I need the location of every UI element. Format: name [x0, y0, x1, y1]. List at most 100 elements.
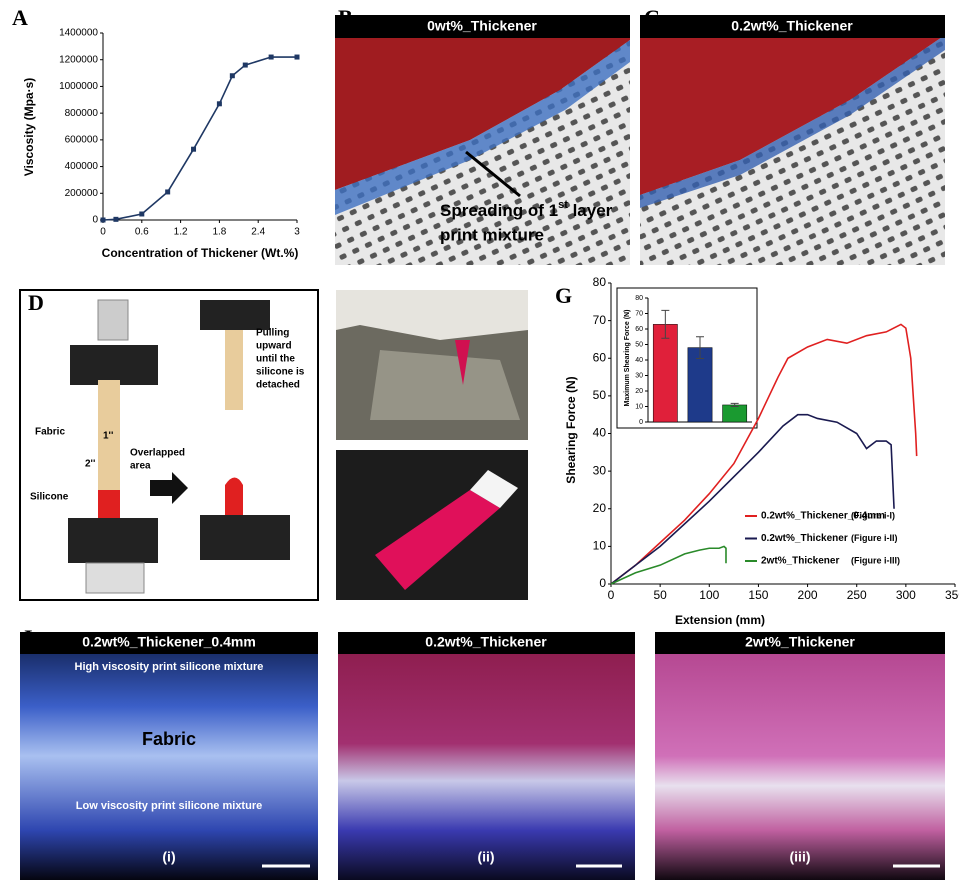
- legend-note: (Figure i-I): [851, 510, 895, 520]
- y-tick-label: 600000: [65, 134, 99, 145]
- x-tick-label: 300: [896, 588, 916, 602]
- x-tick-label: 200: [798, 588, 818, 602]
- sub-label: (ii): [477, 849, 494, 865]
- annotation: print mixture: [440, 225, 544, 244]
- annotation: Spreading of 1st layer: [440, 199, 613, 221]
- x-tick-label: 2.4: [251, 227, 265, 238]
- y-tick-label: 70: [593, 313, 607, 327]
- data-point: [101, 218, 106, 223]
- annotation: area: [130, 461, 151, 472]
- photo-iii: 2wt%_Thickener (iii): [655, 632, 945, 880]
- annotation: Fabric: [35, 427, 65, 438]
- y-tick-label: 10: [593, 539, 607, 553]
- panel-header: 0.2wt%_Thickener_0.4mm: [82, 634, 256, 650]
- data-line: [103, 57, 297, 220]
- x-tick-label: 50: [653, 588, 667, 602]
- sub-label: (iii): [790, 849, 811, 865]
- y-tick-label: 400000: [65, 161, 99, 172]
- data-point: [243, 63, 248, 68]
- annotation: detached: [256, 380, 300, 391]
- y-tick-label: 30: [593, 463, 607, 477]
- x-tick-label: 350: [945, 588, 959, 602]
- y-tick-label: 1000000: [59, 81, 98, 92]
- panel-header: 0.2wt%_Thickener: [425, 634, 547, 650]
- data-point: [113, 217, 118, 222]
- annotation: Overlapped: [130, 448, 185, 459]
- photo-e: [336, 290, 528, 440]
- y-tick-label: 80: [593, 275, 607, 289]
- photo-f: [336, 450, 528, 600]
- y-tick-label: 80: [635, 295, 643, 302]
- annotation: until the: [256, 354, 295, 365]
- bar: [653, 324, 677, 422]
- annotation: Low viscosity print silicone mixture: [76, 800, 262, 812]
- data-point: [217, 101, 222, 106]
- x-tick-label: 100: [699, 588, 719, 602]
- y-tick-label: 50: [593, 388, 607, 402]
- y-tick-label: 50: [635, 341, 643, 348]
- panel-label: D: [28, 290, 44, 315]
- x-axis-title: Concentration of Thickener (Wt.%): [102, 246, 299, 260]
- schematic-d: Pulling upward until the silicone is det…: [20, 290, 318, 600]
- y-tick-label: 0: [92, 215, 98, 226]
- y-tick-label: 20: [635, 388, 643, 395]
- data-point: [165, 189, 170, 194]
- data-point: [191, 147, 196, 152]
- x-tick-label: 250: [847, 588, 867, 602]
- y-tick-label: 40: [593, 426, 607, 440]
- annotation: 1'': [103, 431, 113, 442]
- y-tick-label: 60: [635, 326, 643, 333]
- legend-note: (Figure i-III): [851, 555, 900, 565]
- y-tick-label: 20: [593, 501, 607, 515]
- y-axis-title: Viscosity (Mpa·s): [22, 78, 36, 176]
- legend: 0.2wt%_Thickener_0.4mm(Figure i-I)0.2wt%…: [745, 510, 900, 566]
- data-point: [230, 73, 235, 78]
- figure: A B C D E F G H I Viscosity (Mpa·s) Conc…: [0, 0, 959, 883]
- panel-label: G: [555, 283, 572, 308]
- panel-label: A: [12, 5, 28, 30]
- y-tick-label: 0: [639, 419, 643, 426]
- photo-ii: 0.2wt%_Thickener (ii): [338, 632, 635, 880]
- bar: [723, 405, 747, 422]
- panel-header: 2wt%_Thickener: [745, 634, 855, 650]
- x-tick-label: 0: [608, 588, 615, 602]
- x-tick-label: 1.8: [212, 227, 226, 238]
- photo-i: 0.2wt%_Thickener_0.4mm High viscosity pr…: [20, 632, 318, 880]
- panel-header: 0wt%_Thickener: [427, 18, 537, 34]
- x-axis-title: Extension (mm): [675, 613, 765, 627]
- annotation: silicone is: [256, 367, 305, 378]
- y-axis-title: Maximum Shearing Force (N): [624, 310, 631, 407]
- y-tick-label: 30: [635, 372, 643, 379]
- x-tick-label: 150: [748, 588, 768, 602]
- legend-label: 2wt%_Thickener: [761, 556, 839, 567]
- x-tick-label: 0.6: [135, 227, 149, 238]
- y-tick-label: 1200000: [59, 54, 98, 65]
- data-line: [611, 546, 726, 584]
- annotation: upward: [256, 341, 292, 352]
- y-tick-label: 800000: [65, 108, 99, 119]
- y-tick-label: 70: [635, 310, 643, 317]
- x-tick-label: 0: [100, 227, 106, 238]
- photo-c: 0.2wt%_Thickener: [640, 15, 945, 265]
- annotation: Silicone: [30, 492, 69, 503]
- legend-label: 0.2wt%_Thickener: [761, 533, 848, 544]
- panel-header: 0.2wt%_Thickener: [731, 18, 853, 34]
- x-tick-label: 1.2: [174, 227, 188, 238]
- x-tick-label: 3: [294, 227, 300, 238]
- data-point: [269, 55, 274, 60]
- data-point: [139, 211, 144, 216]
- annotation: High viscosity print silicone mixture: [75, 661, 264, 673]
- y-tick-label: 60: [593, 350, 607, 364]
- y-tick-label: 40: [635, 357, 643, 364]
- annotation: Pulling: [256, 328, 289, 339]
- photo-b: 0wt%_Thickener Spreading of 1st layer pr…: [335, 15, 630, 265]
- y-axis-title: Shearing Force (N): [564, 376, 578, 483]
- y-tick-label: 10: [635, 403, 643, 410]
- y-tick-label: 1400000: [59, 28, 98, 39]
- annotation: 2'': [85, 459, 95, 470]
- y-tick-label: 0: [599, 576, 606, 590]
- sub-label: (i): [162, 849, 175, 865]
- data-point: [295, 55, 300, 60]
- annotation: Fabric: [142, 729, 196, 749]
- legend-note: (Figure i-II): [851, 533, 898, 543]
